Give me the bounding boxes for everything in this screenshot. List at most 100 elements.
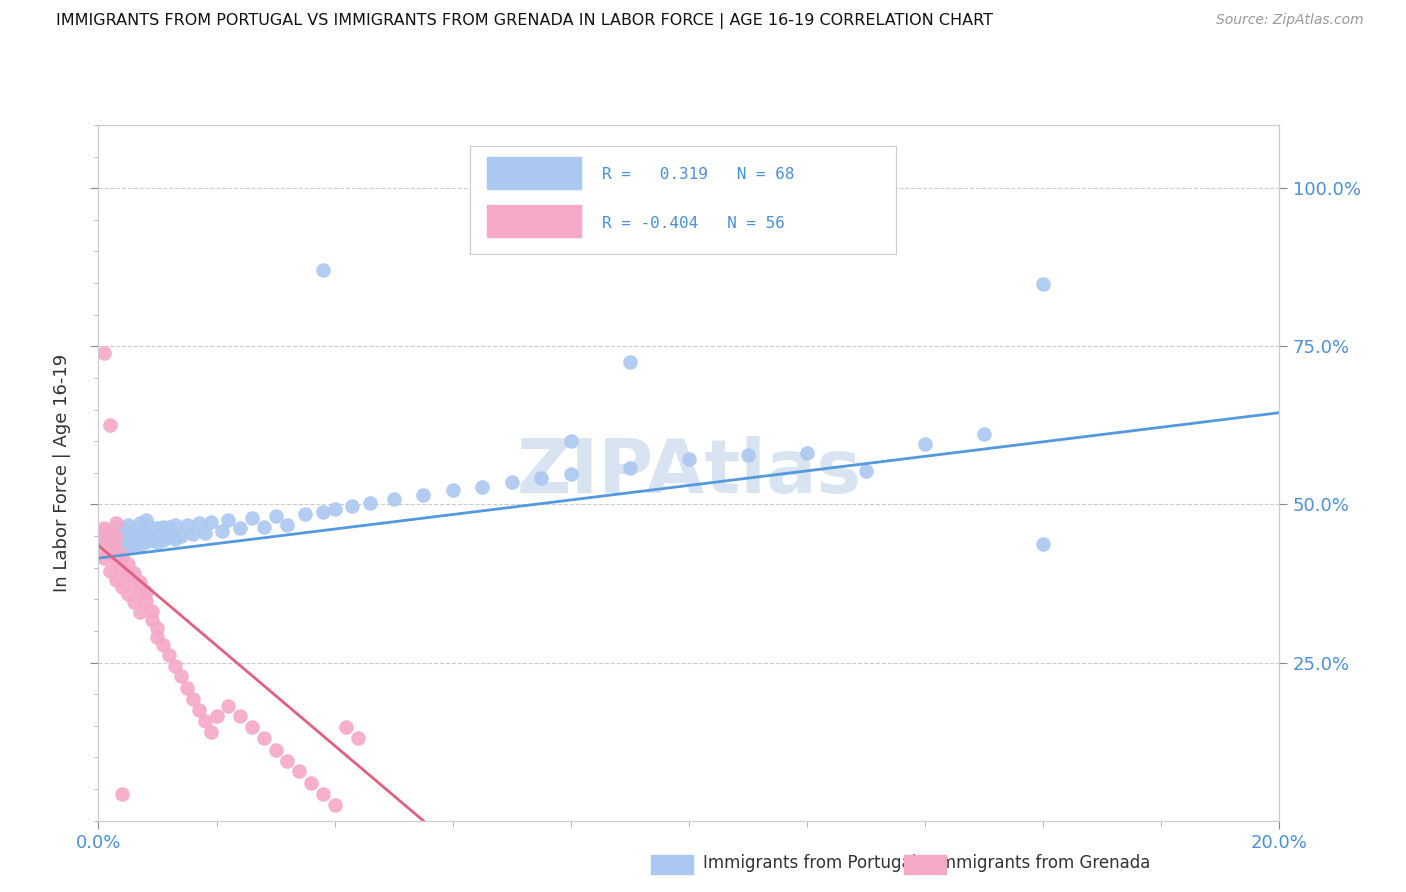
- Point: [1032, 536, 1054, 550]
- Point: [312, 263, 335, 277]
- Point: [98, 539, 121, 553]
- Point: [165, 518, 187, 533]
- Point: [98, 525, 121, 540]
- Point: [170, 529, 193, 543]
- Point: [128, 516, 150, 531]
- Point: [111, 787, 134, 801]
- Point: [122, 536, 145, 550]
- Point: [176, 681, 198, 695]
- Point: [181, 692, 204, 706]
- Point: [737, 448, 759, 462]
- Point: [105, 516, 128, 531]
- Point: [141, 521, 163, 535]
- Point: [323, 797, 346, 812]
- Point: [176, 517, 198, 532]
- Point: [157, 530, 180, 544]
- Point: [312, 787, 335, 801]
- Y-axis label: In Labor Force | Age 16-19: In Labor Force | Age 16-19: [53, 353, 72, 592]
- Point: [93, 530, 115, 544]
- Point: [914, 437, 936, 451]
- Point: [122, 566, 145, 580]
- Point: [187, 703, 209, 717]
- Point: [342, 499, 364, 513]
- Point: [181, 527, 204, 541]
- Point: [619, 355, 641, 369]
- Text: ZIPAtlas: ZIPAtlas: [516, 436, 862, 509]
- Point: [412, 488, 434, 502]
- Point: [105, 553, 128, 567]
- Point: [135, 593, 157, 607]
- Point: [135, 535, 157, 549]
- Point: [146, 621, 169, 635]
- Point: [152, 533, 174, 548]
- Point: [200, 725, 222, 739]
- Point: [264, 743, 287, 757]
- Point: [122, 595, 145, 609]
- Point: [117, 527, 139, 541]
- Point: [152, 519, 174, 533]
- Point: [229, 709, 252, 723]
- Point: [117, 517, 139, 532]
- Point: [678, 451, 700, 466]
- Point: [141, 533, 163, 548]
- Point: [117, 568, 139, 582]
- Point: [288, 764, 311, 779]
- Point: [111, 560, 134, 574]
- Point: [170, 669, 193, 683]
- Point: [105, 530, 128, 544]
- Point: [105, 541, 128, 556]
- Point: [111, 521, 134, 535]
- Point: [146, 535, 169, 549]
- Point: [111, 530, 134, 544]
- Point: [105, 529, 128, 543]
- Point: [229, 521, 252, 535]
- Point: [152, 638, 174, 652]
- Point: [141, 604, 163, 618]
- Point: [276, 517, 298, 532]
- Point: [93, 345, 115, 359]
- Point: [128, 584, 150, 599]
- Text: Source: ZipAtlas.com: Source: ZipAtlas.com: [1216, 13, 1364, 28]
- Point: [141, 613, 163, 627]
- Point: [165, 658, 187, 673]
- Point: [299, 775, 322, 789]
- Point: [93, 535, 115, 549]
- Point: [211, 524, 233, 538]
- Point: [240, 511, 263, 525]
- Point: [441, 483, 464, 498]
- Point: [93, 551, 115, 566]
- Point: [165, 532, 187, 546]
- Point: [471, 480, 494, 494]
- Point: [111, 580, 134, 594]
- Point: [619, 460, 641, 475]
- Text: IMMIGRANTS FROM PORTUGAL VS IMMIGRANTS FROM GRENADA IN LABOR FORCE | AGE 16-19 C: IMMIGRANTS FROM PORTUGAL VS IMMIGRANTS F…: [56, 13, 993, 29]
- Point: [128, 539, 150, 553]
- Point: [122, 524, 145, 538]
- Text: R =   0.319   N = 68: R = 0.319 N = 68: [602, 168, 794, 182]
- Point: [93, 541, 115, 556]
- Point: [111, 549, 134, 564]
- Point: [855, 465, 877, 479]
- Point: [347, 731, 370, 746]
- Point: [135, 584, 157, 599]
- Point: [98, 564, 121, 578]
- Point: [560, 434, 582, 449]
- Text: R = -0.404   N = 56: R = -0.404 N = 56: [602, 216, 785, 231]
- Point: [276, 754, 298, 768]
- Point: [264, 508, 287, 523]
- FancyBboxPatch shape: [488, 156, 581, 189]
- Point: [117, 587, 139, 601]
- Point: [217, 513, 239, 527]
- FancyBboxPatch shape: [488, 205, 581, 237]
- Point: [98, 418, 121, 433]
- Point: [157, 648, 180, 662]
- Point: [93, 521, 115, 535]
- Point: [560, 467, 582, 481]
- Point: [146, 630, 169, 644]
- Point: [157, 519, 180, 533]
- Point: [796, 445, 818, 459]
- Point: [1032, 277, 1054, 292]
- Point: [128, 574, 150, 589]
- Point: [240, 720, 263, 734]
- Text: Immigrants from Grenada: Immigrants from Grenada: [935, 855, 1150, 872]
